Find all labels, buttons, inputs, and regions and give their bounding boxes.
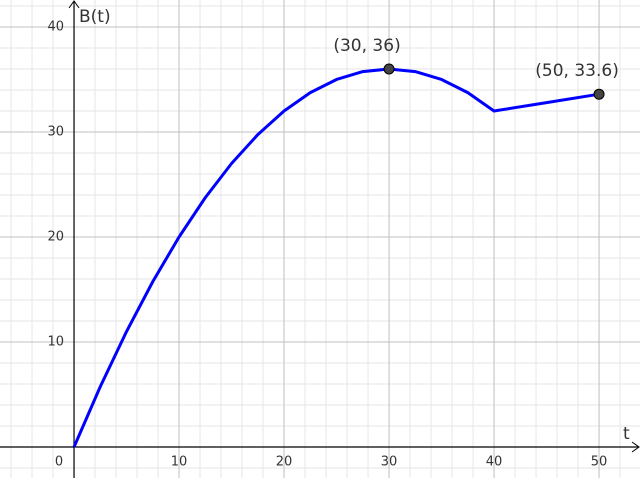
y-tick-label: 10	[47, 335, 64, 350]
curve	[72, 67, 600, 448]
y-tick-label: 20	[47, 230, 64, 245]
x-tick-label: 0	[55, 455, 63, 470]
x-axis-arrow	[631, 441, 640, 453]
point	[383, 63, 395, 75]
y-axis-arrow	[68, 0, 80, 9]
x-tick-label: 40	[486, 455, 503, 470]
x-axis-label: t	[623, 424, 630, 444]
x-tick-label: 30	[381, 455, 398, 470]
point-label: (50, 33.6)	[535, 61, 619, 81]
y-tick-label: 30	[47, 124, 64, 139]
x-tick-label: 20	[276, 455, 293, 470]
y-axis-label: B(t)	[79, 7, 111, 27]
x-tick-label: 50	[591, 455, 608, 470]
point-label: (30, 36)	[333, 36, 400, 56]
y-tick-label: 40	[47, 19, 64, 34]
x-tick-label: 10	[171, 455, 188, 470]
point	[593, 88, 605, 100]
plot: (30, 36) (50, 33.6)	[72, 36, 619, 448]
